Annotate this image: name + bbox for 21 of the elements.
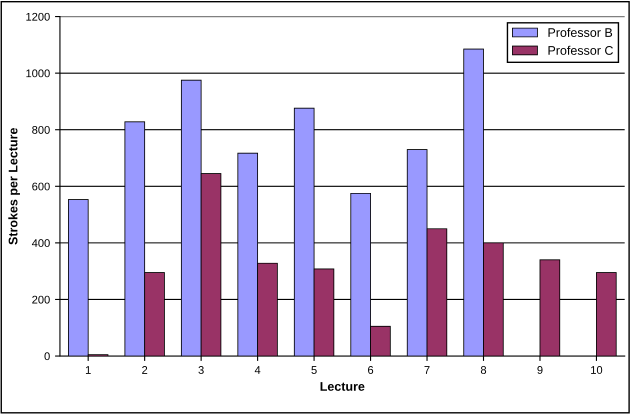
x-tick-label: 2 bbox=[142, 366, 148, 374]
y-tick-label: 400 bbox=[32, 239, 50, 248]
x-tick-label: 10 bbox=[591, 366, 602, 374]
y-tick-label: 800 bbox=[32, 126, 50, 134]
y-tick-label: 0 bbox=[44, 352, 50, 360]
x-tick-label: 9 bbox=[537, 366, 543, 374]
x-tick-label: 7 bbox=[424, 366, 430, 374]
x-tick-label: 1 bbox=[86, 366, 91, 374]
legend-label: Professor C bbox=[548, 46, 613, 55]
y-tick-label: 1000 bbox=[26, 69, 50, 78]
y-tick-label: 600 bbox=[32, 182, 50, 190]
x-tick-label: 6 bbox=[368, 366, 374, 374]
x-tick-label: 8 bbox=[480, 366, 486, 374]
x-axis-title: Lecture bbox=[320, 382, 364, 391]
y-axis-title: Strokes per Lecture bbox=[8, 128, 20, 245]
y-tick-label: 200 bbox=[32, 296, 50, 304]
legend-label: Professor B bbox=[548, 28, 612, 37]
y-tick-label: 1200 bbox=[26, 12, 50, 21]
x-tick-label: 5 bbox=[311, 366, 317, 374]
x-tick-label: 4 bbox=[254, 366, 260, 374]
x-tick-label: 3 bbox=[198, 366, 204, 374]
